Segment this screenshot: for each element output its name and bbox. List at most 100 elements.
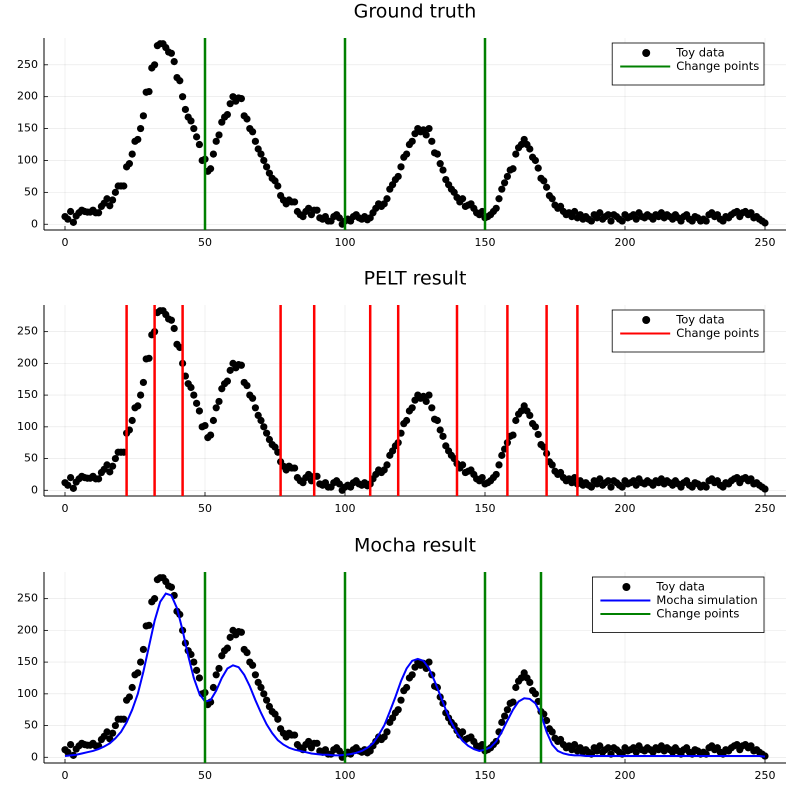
x-tick-label: 100	[335, 769, 356, 782]
legend-box	[611, 42, 765, 86]
data-point	[632, 748, 640, 756]
x-tick-label: 50	[198, 769, 212, 782]
data-point	[260, 423, 268, 431]
data-point	[201, 421, 209, 430]
data-point	[403, 150, 411, 158]
y-tick-label: 100	[17, 153, 38, 166]
data-point	[64, 748, 72, 756]
subplot: Ground truth 0 50 100 150 200 250 0 50 100 150 200 2…	[17, 1, 786, 249]
y-tick-label: 0	[31, 217, 38, 230]
data-point	[702, 483, 710, 491]
data-point	[176, 77, 184, 85]
data-point	[95, 475, 103, 483]
data-point	[237, 628, 245, 636]
data-point	[125, 160, 133, 168]
data-point	[137, 391, 145, 399]
data-point	[187, 383, 195, 392]
data-point	[69, 218, 77, 226]
data-point	[109, 729, 117, 737]
data-point	[403, 416, 411, 425]
data-point	[397, 696, 405, 704]
y-tick-label: 150	[17, 388, 38, 401]
data-point	[459, 728, 467, 736]
data-point	[128, 416, 136, 425]
y-tick-label: 0	[31, 483, 38, 496]
x-tick-label: 200	[615, 236, 636, 249]
data-point	[403, 683, 411, 692]
x-tick-label: 50	[198, 236, 212, 249]
data-point	[67, 473, 75, 482]
data-point	[103, 195, 111, 203]
data-point	[509, 165, 517, 173]
data-point	[428, 137, 436, 145]
data-point	[459, 461, 467, 469]
data-point	[139, 112, 147, 120]
data-point	[125, 693, 133, 701]
data-point	[313, 206, 321, 214]
chart-title: Mocha result	[354, 535, 476, 557]
data-point	[209, 683, 217, 692]
data-point	[291, 731, 299, 739]
data-point	[394, 172, 402, 181]
data-point	[195, 140, 203, 149]
data-point	[195, 407, 203, 415]
data-point	[151, 595, 159, 603]
data-point	[263, 429, 271, 437]
data-point	[607, 217, 615, 225]
data-point	[548, 461, 556, 469]
data-point	[503, 706, 511, 714]
data-point	[534, 164, 542, 172]
x-tick-label: 0	[62, 502, 69, 515]
data-point	[181, 105, 189, 114]
data-point	[134, 402, 142, 410]
y-tick-label: 50	[24, 452, 38, 465]
data-point	[187, 117, 195, 125]
data-point	[335, 480, 343, 488]
y-tick-label: 100	[17, 687, 38, 700]
data-point	[383, 195, 391, 203]
data-point	[167, 583, 175, 591]
data-point	[492, 204, 500, 212]
data-point	[193, 399, 201, 407]
data-point	[291, 198, 299, 206]
x-tick-label: 150	[475, 236, 496, 249]
data-point	[540, 177, 548, 185]
data-point	[109, 462, 117, 470]
data-point	[618, 483, 626, 491]
data-point	[383, 728, 391, 736]
data-point	[425, 124, 433, 133]
data-point	[128, 150, 136, 158]
data-point	[223, 110, 231, 119]
data-point	[478, 473, 486, 482]
data-point	[251, 137, 259, 145]
data-point	[109, 196, 117, 204]
x-tick-label: 0	[62, 769, 69, 782]
data-point	[207, 431, 215, 439]
data-point	[134, 669, 142, 677]
legend-box	[592, 576, 765, 633]
y-tick-label: 200	[17, 623, 38, 636]
data-point	[335, 214, 343, 222]
data-point	[111, 454, 119, 463]
data-point	[263, 696, 271, 704]
legend-marker	[642, 316, 651, 324]
data-point	[428, 404, 436, 412]
data-point	[571, 740, 579, 749]
y-tick-label: 200	[17, 356, 38, 369]
data-point	[215, 664, 223, 673]
data-point	[543, 716, 551, 725]
data-point	[531, 690, 540, 698]
x-tick-label: 200	[615, 769, 636, 782]
data-point	[571, 207, 579, 216]
data-point	[139, 645, 147, 654]
legend-label: Mocha simulation	[656, 593, 757, 607]
data-point	[459, 195, 467, 203]
data-point	[394, 706, 402, 714]
y-tick-label: 250	[17, 58, 38, 71]
y-tick-label: 50	[24, 719, 38, 732]
data-point	[702, 217, 710, 225]
data-point	[501, 712, 509, 720]
data-point	[526, 678, 534, 687]
